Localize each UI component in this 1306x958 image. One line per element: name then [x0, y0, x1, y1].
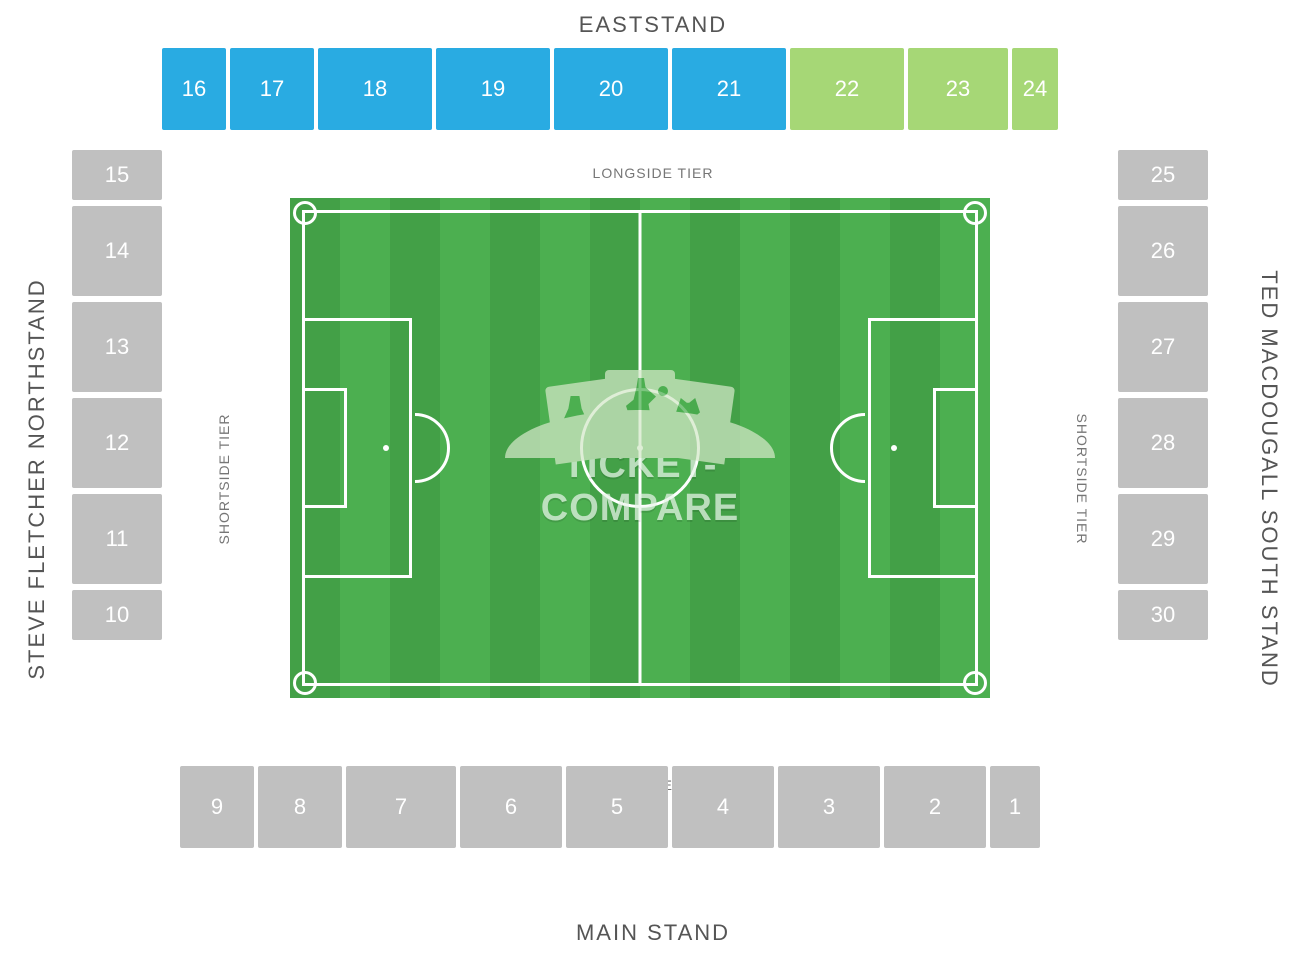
- section-27[interactable]: 27: [1118, 302, 1208, 392]
- section-14[interactable]: 14: [72, 206, 162, 296]
- section-21[interactable]: 21: [672, 48, 786, 130]
- corner-arc: [963, 201, 987, 225]
- stand-label-north: STEVE FLETCHER NORTHSTAND: [24, 278, 50, 679]
- section-28[interactable]: 28: [1118, 398, 1208, 488]
- penalty-spot-left: [383, 445, 389, 451]
- section-1[interactable]: 1: [990, 766, 1040, 848]
- section-3[interactable]: 3: [778, 766, 880, 848]
- stadium-seating-map: EASTSTAND MAIN STAND STEVE FLETCHER NORT…: [0, 0, 1306, 958]
- logo-graphic: [500, 366, 780, 456]
- ticket-compare-logo: TICKET-COMPARE: [465, 366, 815, 530]
- football-pitch: TICKET-COMPARE: [290, 198, 990, 698]
- section-16[interactable]: 16: [162, 48, 226, 130]
- penalty-spot-right: [891, 445, 897, 451]
- stand-label-south: TED MACDOUGALL SOUTH STAND: [1256, 270, 1282, 687]
- section-26[interactable]: 26: [1118, 206, 1208, 296]
- section-4[interactable]: 4: [672, 766, 774, 848]
- tier-label-left: SHORTSIDE TIER: [216, 414, 232, 545]
- section-12[interactable]: 12: [72, 398, 162, 488]
- stand-label-main: MAIN STAND: [576, 920, 730, 946]
- section-23[interactable]: 23: [908, 48, 1008, 130]
- tier-label-right: SHORTSIDE TIER: [1074, 414, 1090, 545]
- section-25[interactable]: 25: [1118, 150, 1208, 200]
- section-2[interactable]: 2: [884, 766, 986, 848]
- stand-label-east: EASTSTAND: [579, 12, 727, 38]
- corner-arc: [293, 201, 317, 225]
- section-11[interactable]: 11: [72, 494, 162, 584]
- corner-arc: [293, 671, 317, 695]
- goal-box-left: [302, 388, 347, 508]
- section-20[interactable]: 20: [554, 48, 668, 130]
- section-29[interactable]: 29: [1118, 494, 1208, 584]
- section-30[interactable]: 30: [1118, 590, 1208, 640]
- goal-box-right: [933, 388, 978, 508]
- section-7[interactable]: 7: [346, 766, 456, 848]
- section-19[interactable]: 19: [436, 48, 550, 130]
- section-5[interactable]: 5: [566, 766, 668, 848]
- section-8[interactable]: 8: [258, 766, 342, 848]
- section-9[interactable]: 9: [180, 766, 254, 848]
- section-17[interactable]: 17: [230, 48, 314, 130]
- tier-label-top: LONGSIDE TIER: [593, 165, 714, 181]
- section-6[interactable]: 6: [460, 766, 562, 848]
- section-18[interactable]: 18: [318, 48, 432, 130]
- section-15[interactable]: 15: [72, 150, 162, 200]
- section-22[interactable]: 22: [790, 48, 904, 130]
- section-10[interactable]: 10: [72, 590, 162, 640]
- section-13[interactable]: 13: [72, 302, 162, 392]
- section-24[interactable]: 24: [1012, 48, 1058, 130]
- corner-arc: [963, 671, 987, 695]
